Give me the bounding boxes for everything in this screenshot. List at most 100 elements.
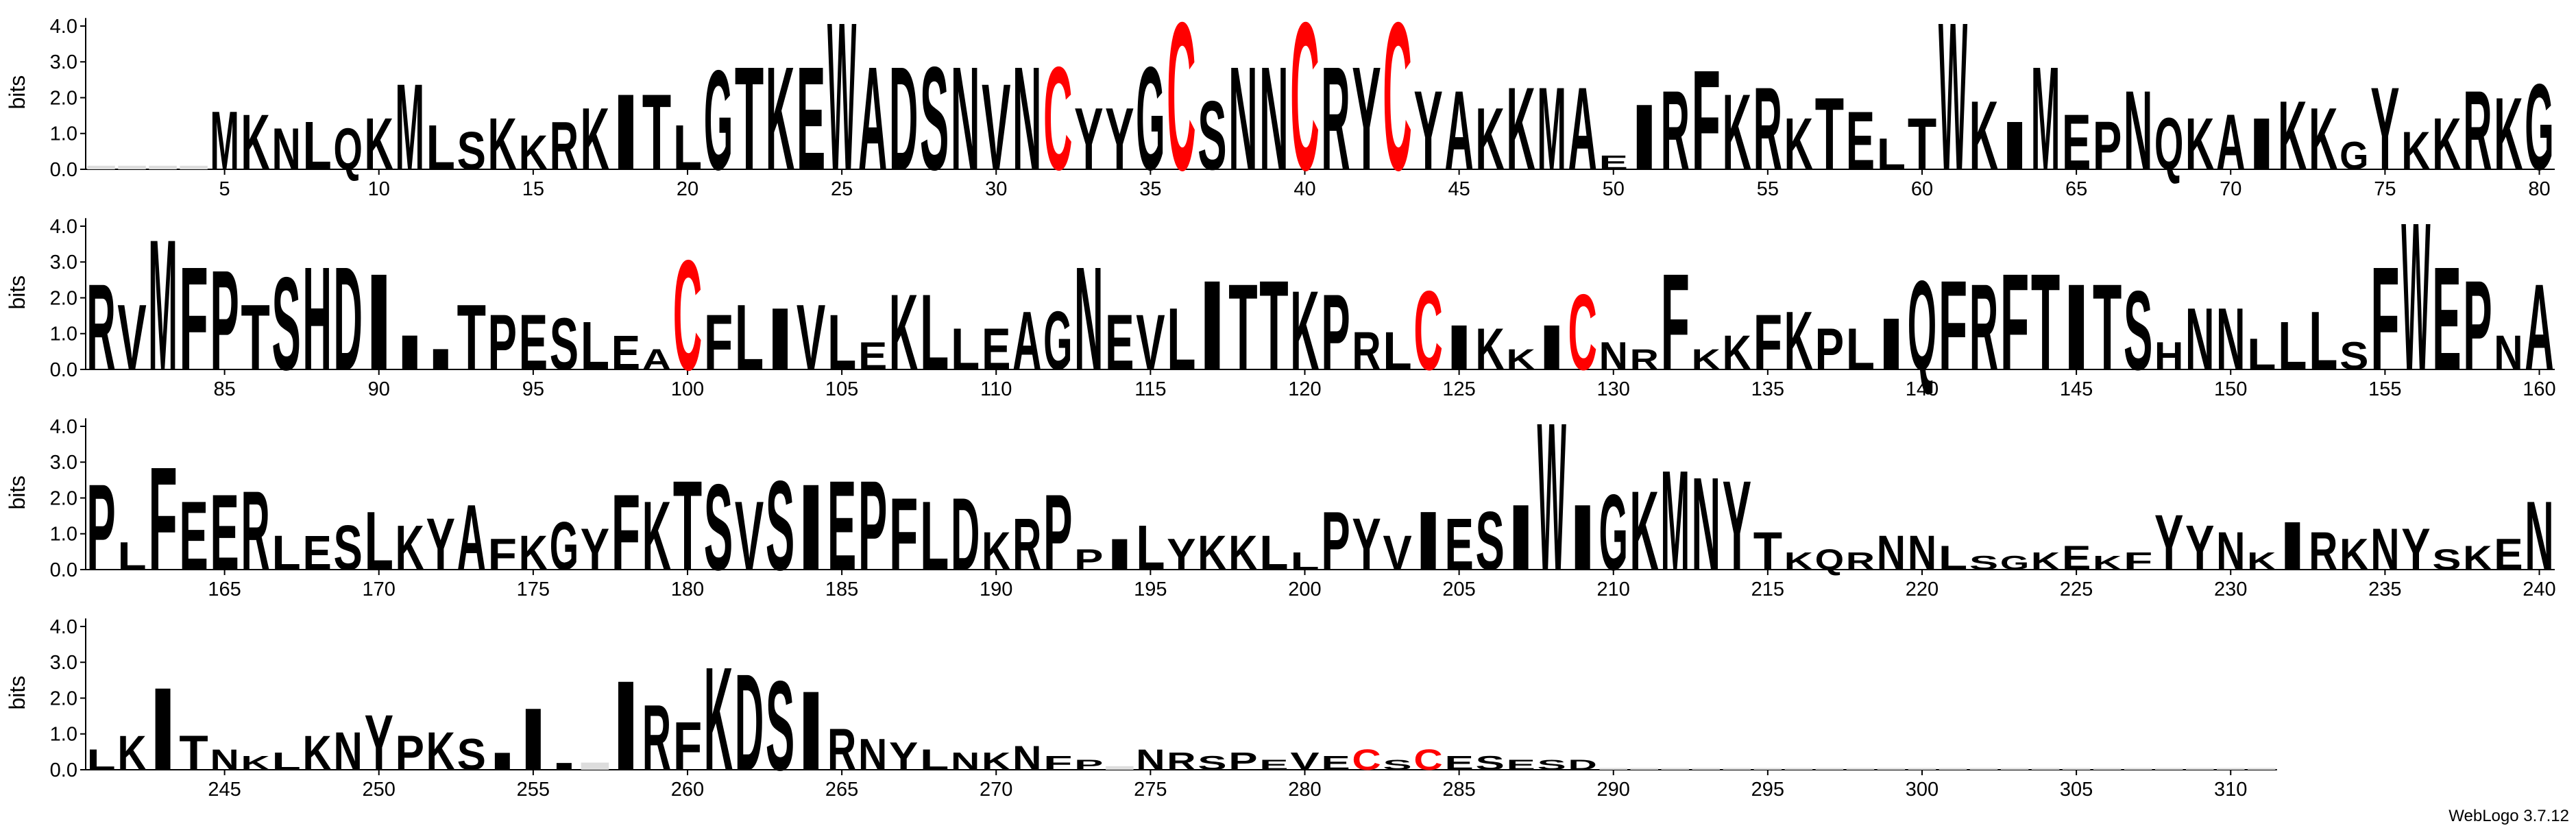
logo-letter: G: [2525, 58, 2553, 195]
logo-letter: Y: [2401, 517, 2430, 583]
logo-letter: N: [1228, 36, 1257, 201]
empty-position: [1846, 768, 1875, 770]
x-tick-label: 240: [2523, 579, 2555, 600]
logo-letter: I: [1877, 304, 1906, 386]
empty-position: [1969, 768, 1998, 770]
x-tick-label: 50: [1603, 178, 1625, 200]
logo-letter: K: [396, 513, 424, 583]
logo-letter: E: [2062, 538, 2091, 576]
logo-letter: K: [1507, 63, 1535, 195]
y-tick-label: 4.0: [50, 416, 77, 438]
logo-letter: L: [2278, 308, 2307, 385]
empty-position: [2248, 768, 2276, 770]
logo-letter: V: [982, 58, 1010, 195]
x-tick-label: 280: [1288, 779, 1321, 801]
logo-letter: Q: [2154, 103, 2183, 186]
logo-letter: K: [1507, 343, 1535, 376]
logo-letter: N: [272, 117, 301, 182]
logo-letter: K: [1723, 326, 1751, 380]
x-tick-label: 30: [985, 178, 1007, 200]
logo-letter: Y: [2370, 63, 2399, 195]
logo-letter: Y: [2154, 499, 2183, 587]
logo-letter: L: [2309, 294, 2337, 388]
logo-letter: H: [303, 236, 332, 401]
logo-letter: N: [951, 36, 980, 201]
x-tick-label: 210: [1597, 579, 1630, 600]
logo-letter: P: [210, 240, 239, 400]
x-tick-label: 55: [1757, 178, 1779, 200]
logo-letter: I: [611, 71, 640, 193]
logo-letter: R: [827, 717, 856, 783]
logo-letter: T: [2093, 258, 2122, 395]
logo-letter: S: [1198, 81, 1226, 191]
logo-letter: I: [396, 326, 424, 380]
logo-letter: P: [2463, 254, 2492, 397]
logo-letter: K: [1198, 526, 1226, 581]
logo-letter: K: [1723, 71, 1751, 193]
empty-position: [1753, 768, 1782, 770]
logo-letter: C: [1043, 36, 1072, 201]
logo-letter: A: [2216, 99, 2245, 186]
logo-letter: C: [1383, 0, 1411, 215]
empty-position: [1692, 768, 1721, 770]
logo-letter: I: [1198, 254, 1226, 397]
logo-letter: R: [2309, 521, 2337, 581]
logo-letter: I: [797, 459, 825, 596]
logo-letter: P: [1074, 543, 1103, 576]
x-tick-label: 285: [1442, 779, 1475, 801]
logo-letter: N: [1259, 36, 1288, 201]
logo-letter: I: [2062, 258, 2091, 395]
logo-letter: L: [2247, 330, 2276, 379]
x-tick-label: 145: [2060, 378, 2093, 400]
logo-letter: R: [1846, 548, 1875, 575]
logo-letter: K: [2309, 90, 2337, 188]
logo-letter: Y: [1723, 454, 1751, 597]
logo-letter: F: [1661, 245, 1690, 399]
logo-letter: F: [148, 436, 177, 601]
empty-position: [1877, 768, 1906, 770]
logo-letter: K: [1692, 343, 1721, 376]
logo-letter: E: [1846, 94, 1875, 188]
logo-letter: S: [1198, 752, 1226, 774]
logo-letter: D: [951, 477, 980, 592]
logo-letter: F: [704, 299, 733, 387]
logo-letter: D: [889, 36, 918, 201]
x-tick-label: 200: [1288, 579, 1321, 600]
logo-letter: G: [1599, 472, 1628, 593]
logo-letter: V: [117, 286, 146, 390]
logo-letter: L: [426, 112, 455, 183]
logo-letter: I: [488, 748, 517, 775]
logo-letter: N: [2216, 291, 2245, 389]
logo-letter: N: [1908, 526, 1936, 581]
logo-letter: D: [735, 645, 764, 799]
empty-position: [1723, 768, 1751, 770]
logo-letter: V: [1290, 748, 1319, 775]
y-tick-label: 4.0: [50, 216, 77, 238]
logo-letter: T: [179, 726, 208, 781]
logo-letter: L: [827, 299, 856, 387]
logo-letter: E: [1507, 757, 1535, 773]
logo-letter: R: [1969, 258, 1998, 395]
y-tick-label: 2.0: [50, 687, 77, 709]
logo-letter: K: [303, 726, 332, 781]
logo-letter: S: [1969, 552, 1998, 574]
logo-letter: K: [1290, 267, 1319, 393]
logo-letter: E: [1444, 504, 1473, 586]
logo-letter: K: [581, 90, 609, 188]
x-tick-label: 220: [1906, 579, 1939, 600]
logo-letter: C: [1413, 743, 1442, 776]
logo-letter: S: [766, 454, 794, 597]
x-tick-label: 135: [1751, 378, 1784, 400]
logo-letter: K: [1784, 294, 1813, 388]
logo-letter: S: [2124, 267, 2152, 393]
logo-letter: R: [1167, 748, 1195, 775]
x-tick-label: 95: [522, 378, 544, 400]
logo-letter: I: [1630, 86, 1659, 190]
x-tick-label: 45: [1448, 178, 1470, 200]
y-axis-title: bits: [5, 476, 29, 510]
y-tick-label: 3.0: [50, 452, 77, 474]
logo-letter: Y: [581, 517, 609, 583]
logo-letter: N: [2494, 326, 2523, 380]
logo-letter: N: [2216, 521, 2245, 581]
logo-letter: P: [1043, 472, 1072, 593]
